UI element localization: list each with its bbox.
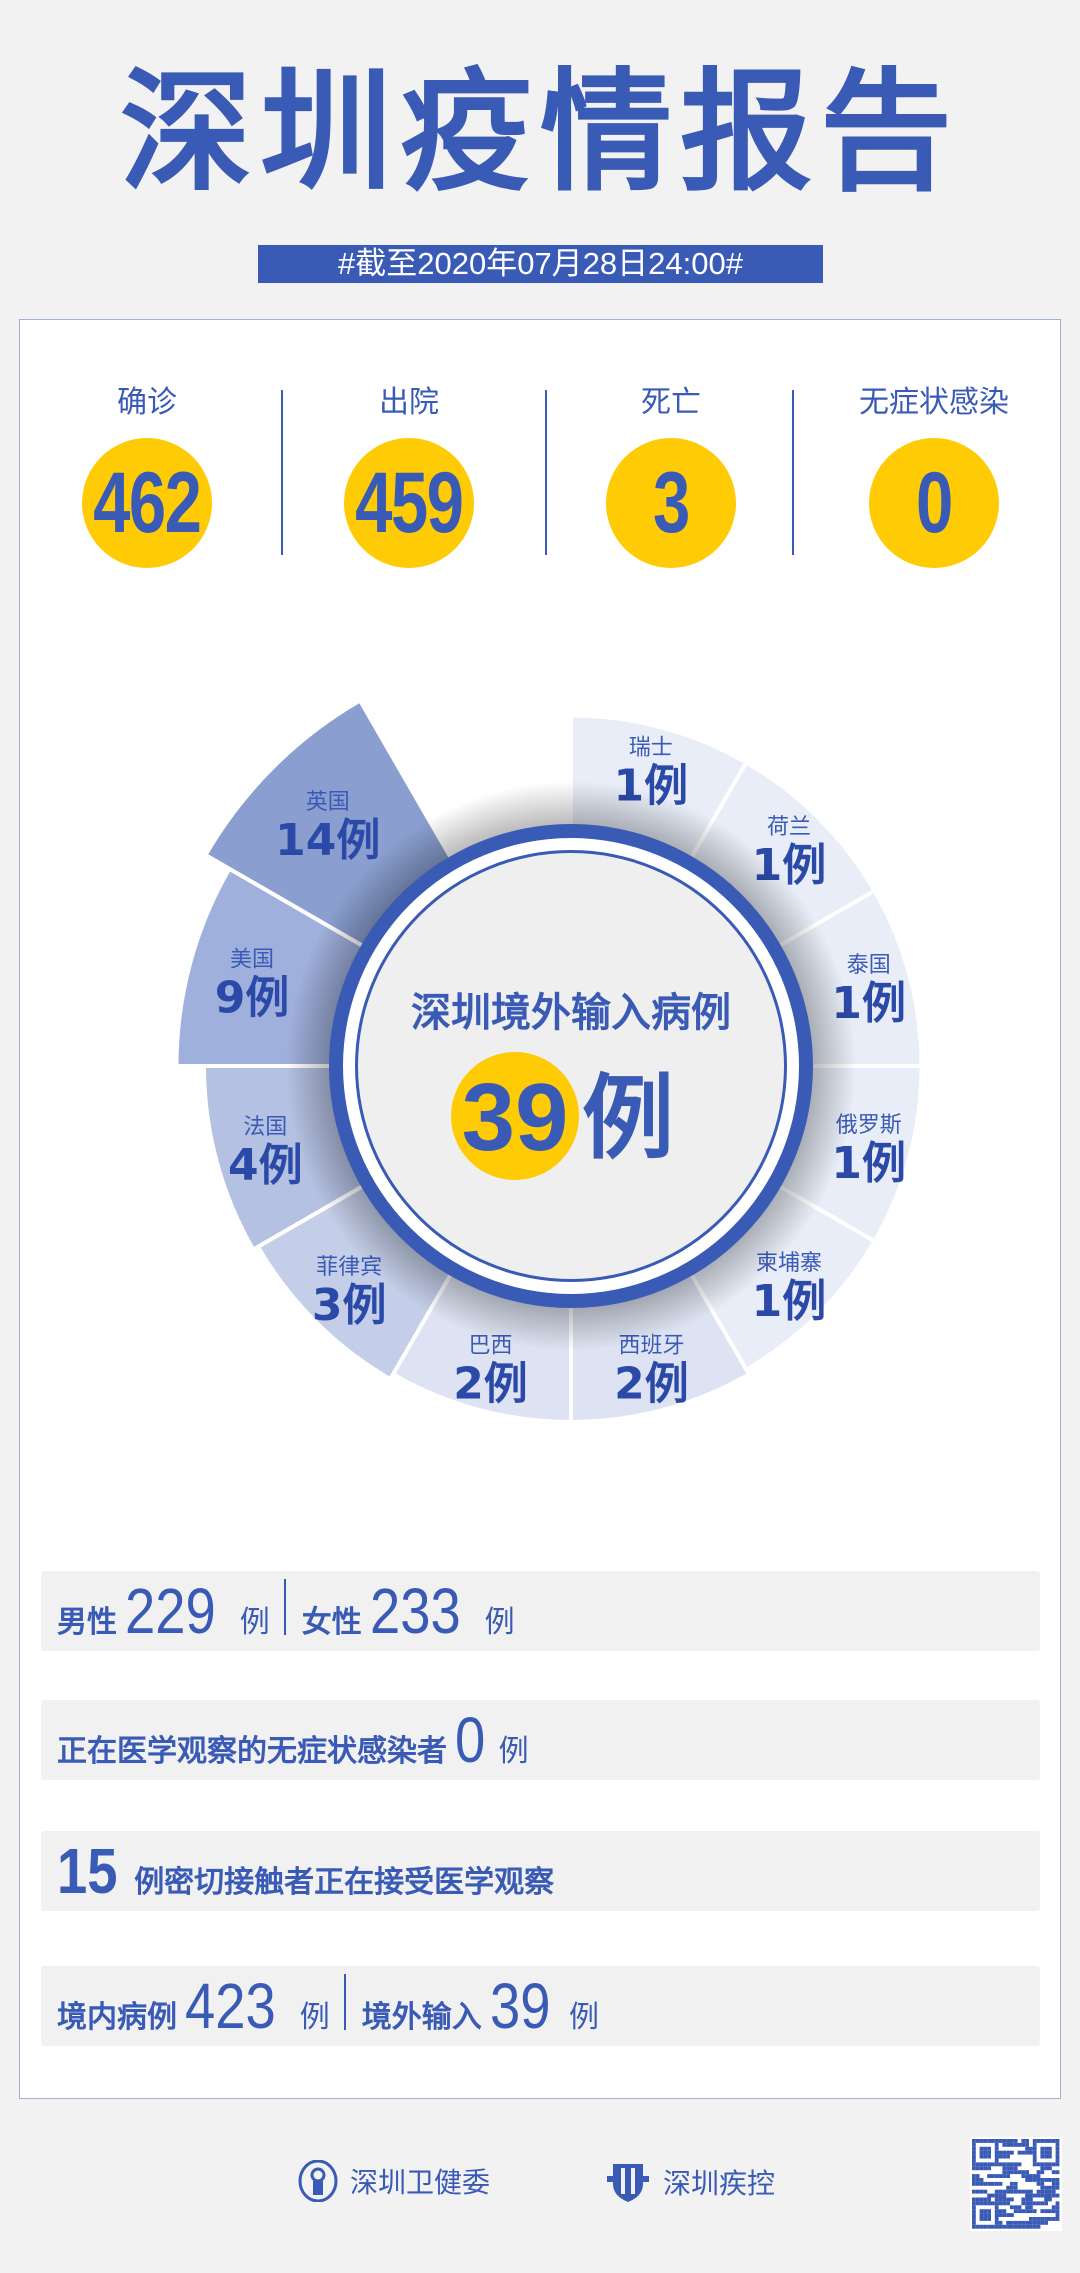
stat-badge: 3 bbox=[606, 438, 736, 568]
contacts-row: 15 例密切接触者正在接受医学观察 bbox=[41, 1831, 1040, 1911]
sector-label: 法国 bbox=[243, 1115, 287, 1140]
stat-value: 462 bbox=[93, 454, 202, 551]
stat-label: 无症状感染 bbox=[859, 385, 1009, 420]
unit: 例 bbox=[568, 2000, 599, 2035]
center-title: 深圳境外输入病例 bbox=[411, 990, 731, 1036]
local-label: 境内病例 bbox=[57, 2000, 177, 2035]
shenzhen-cdc-logo: 深圳疾控 bbox=[605, 2160, 775, 2204]
qr-code-icon bbox=[970, 2137, 1062, 2231]
org1-name: 深圳卫健委 bbox=[350, 2166, 491, 2199]
sector-value: 1例 bbox=[752, 1276, 827, 1327]
sector-label: 瑞士 bbox=[629, 735, 673, 760]
male-count: 229 bbox=[125, 1575, 216, 1647]
sector-value: 2例 bbox=[453, 1358, 528, 1409]
divider bbox=[792, 390, 794, 555]
center-disc bbox=[358, 853, 784, 1279]
divider bbox=[343, 1974, 346, 2030]
unit: 例 bbox=[239, 1605, 270, 1640]
unit: 例 bbox=[484, 1605, 515, 1640]
female-count: 233 bbox=[369, 1575, 461, 1647]
sector-label: 美国 bbox=[230, 948, 274, 973]
sector-label: 英国 bbox=[306, 790, 350, 815]
stat-value: 459 bbox=[355, 454, 464, 551]
stat-deaths: 死亡 3 bbox=[571, 385, 771, 568]
stat-value: 3 bbox=[653, 454, 690, 551]
imported-label: 境外输入 bbox=[361, 2000, 482, 2035]
stat-label: 出院 bbox=[379, 385, 439, 420]
stat-value: 0 bbox=[916, 454, 953, 551]
stat-confirmed: 确诊 462 bbox=[47, 385, 247, 568]
sector-value: 9例 bbox=[215, 973, 290, 1024]
stat-badge: 462 bbox=[82, 438, 212, 568]
health-commission-emblem-icon bbox=[298, 2160, 338, 2202]
center-value-badge bbox=[451, 1052, 579, 1180]
org2-name: 深圳疾控 bbox=[663, 2167, 776, 2200]
asymptomatic-count: 0 bbox=[455, 1704, 486, 1776]
sector-value: 2例 bbox=[614, 1358, 689, 1409]
sector-label: 泰国 bbox=[847, 953, 891, 978]
asymptomatic-label: 正在医学观察的无症状感染者 bbox=[57, 1734, 447, 1769]
imported-count: 39 bbox=[489, 1970, 551, 2042]
divider bbox=[281, 390, 283, 555]
female-label: 女性 bbox=[301, 1605, 362, 1640]
male-label: 男性 bbox=[57, 1605, 117, 1640]
stat-discharged: 出院 459 bbox=[309, 385, 509, 568]
contacts-count: 15 bbox=[57, 1835, 118, 1907]
stat-label: 死亡 bbox=[641, 385, 701, 420]
center-value: 39 bbox=[462, 1064, 569, 1171]
gender-row: 男性 229 例 女性 233 例 bbox=[41, 1571, 1040, 1651]
sector-value: 3例 bbox=[312, 1280, 387, 1331]
date-tag: #截至2020年07月28日24:00# bbox=[258, 245, 823, 283]
stat-asymptomatic: 无症状感染 0 bbox=[834, 385, 1034, 568]
local-count: 423 bbox=[185, 1970, 276, 2042]
unit: 例 bbox=[498, 1734, 529, 1769]
sector-value: 14例 bbox=[275, 815, 380, 866]
origin-row: 境内病例 423 例 境外输入 39 例 bbox=[41, 1966, 1040, 2046]
center-unit: 例 bbox=[582, 1065, 674, 1172]
cdc-shield-icon bbox=[607, 2164, 649, 2202]
stat-label: 确诊 bbox=[117, 385, 177, 420]
divider bbox=[283, 1579, 286, 1635]
sector-value: 4例 bbox=[228, 1140, 303, 1191]
stat-badge: 0 bbox=[869, 438, 999, 568]
imported-cases-rose-chart: 瑞士1例荷兰1例泰国1例俄罗斯1例柬埔寨1例西班牙2例巴西2例菲律宾3例法国4例… bbox=[174, 697, 924, 1425]
asymptomatic-row: 正在医学观察的无症状感染者 0 例 bbox=[41, 1700, 1040, 1780]
contacts-label: 例密切接触者正在接受医学观察 bbox=[134, 1865, 555, 1900]
unit: 例 bbox=[299, 2000, 330, 2035]
divider bbox=[545, 390, 547, 555]
sector-label: 荷兰 bbox=[767, 815, 811, 840]
shenzhen-health-commission-logo: 深圳卫健委 bbox=[298, 2160, 490, 2202]
stat-badge: 459 bbox=[344, 438, 474, 568]
page-title: 深圳疫情报告 bbox=[120, 56, 960, 210]
